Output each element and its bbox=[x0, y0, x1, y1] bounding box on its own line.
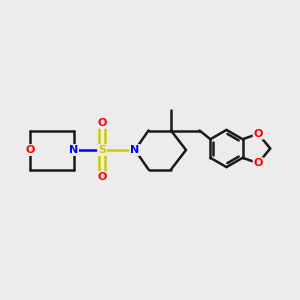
Text: O: O bbox=[97, 172, 107, 182]
Text: N: N bbox=[130, 145, 140, 155]
Text: O: O bbox=[254, 158, 263, 168]
Text: O: O bbox=[97, 118, 107, 128]
Text: O: O bbox=[25, 145, 35, 155]
Text: N: N bbox=[69, 145, 78, 155]
Text: S: S bbox=[98, 145, 106, 155]
Text: O: O bbox=[254, 129, 263, 139]
